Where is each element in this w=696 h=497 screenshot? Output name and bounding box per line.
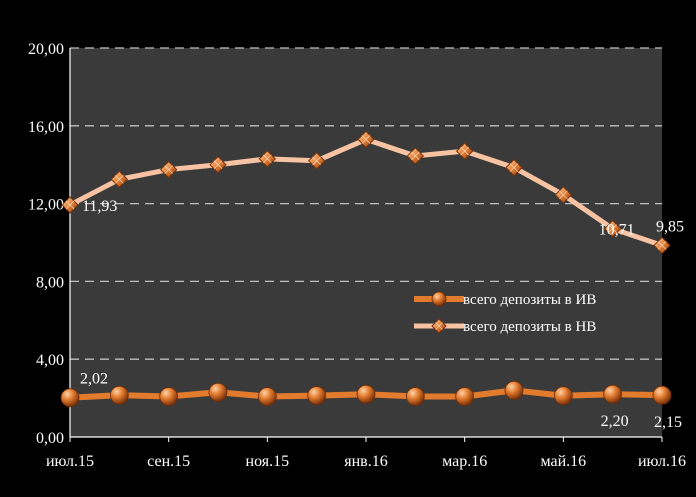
legend-label: всего депозиты в ИВ bbox=[463, 292, 596, 308]
point-nb bbox=[505, 158, 523, 177]
point-ib bbox=[455, 387, 475, 406]
data-label: 11,93 bbox=[82, 198, 117, 215]
point-ib bbox=[60, 388, 80, 408]
point-ib bbox=[553, 386, 573, 406]
x-tick-label: май.16 bbox=[540, 453, 586, 470]
point-ib bbox=[257, 387, 277, 406]
point-ib bbox=[307, 386, 327, 405]
data-label: 2,15 bbox=[654, 414, 682, 431]
point-ib bbox=[159, 387, 179, 406]
plot-area bbox=[70, 48, 662, 437]
point-nb bbox=[653, 236, 671, 255]
data-label: 9,85 bbox=[656, 218, 684, 235]
point-ib bbox=[109, 385, 129, 405]
data-label: 2,20 bbox=[601, 413, 629, 430]
legend-marker-nb bbox=[431, 318, 447, 334]
data-label: 10,71 bbox=[599, 222, 635, 239]
point-nb bbox=[110, 170, 129, 188]
point-nb bbox=[455, 142, 474, 160]
y-tick-label: 20,00 bbox=[28, 41, 64, 58]
point-nb bbox=[258, 150, 277, 168]
point-nb bbox=[357, 130, 375, 149]
point-ib bbox=[208, 382, 228, 402]
point-nb bbox=[406, 147, 425, 165]
point-nb bbox=[209, 155, 227, 174]
y-tick-label: 4,00 bbox=[36, 352, 64, 369]
x-tick-label: янв.16 bbox=[344, 453, 387, 470]
x-tick-label: сен.15 bbox=[147, 453, 190, 470]
x-tick-label: ноя.15 bbox=[246, 453, 290, 470]
point-ib bbox=[405, 387, 425, 406]
x-tick-label: июл.15 bbox=[46, 453, 94, 470]
legend-label: всего депозиты в НВ bbox=[463, 319, 596, 335]
y-tick-label: 12,00 bbox=[28, 197, 64, 214]
point-nb bbox=[603, 219, 622, 238]
point-nb bbox=[307, 152, 326, 170]
point-nb bbox=[61, 196, 79, 214]
point-nb bbox=[554, 186, 573, 204]
x-tick-label: июл.16 bbox=[638, 453, 686, 470]
point-ib bbox=[603, 384, 623, 404]
data-label: 2,02 bbox=[80, 371, 108, 388]
point-ib bbox=[652, 385, 672, 405]
point-ib bbox=[356, 384, 376, 404]
point-nb bbox=[159, 160, 178, 179]
y-tick-label: 16,00 bbox=[28, 119, 64, 136]
x-tick-label: мар.16 bbox=[442, 453, 487, 470]
legend-marker-ib bbox=[431, 291, 447, 307]
y-tick-label: 8,00 bbox=[36, 274, 64, 291]
y-tick-label: 0,00 bbox=[36, 430, 64, 447]
point-ib bbox=[504, 380, 524, 400]
